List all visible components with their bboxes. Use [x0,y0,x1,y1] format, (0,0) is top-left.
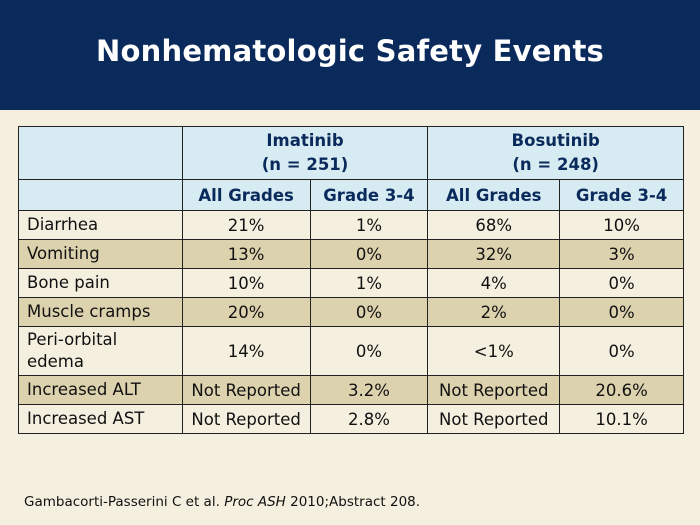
table-cell: 0% [559,326,684,376]
table-subheader-row: All Grades Grade 3-4 All Grades Grade 3-… [18,179,684,211]
table-cell: Not Reported [427,375,561,405]
row-label: Vomiting [18,239,183,269]
table-cell: 0% [309,326,429,376]
table-cell: 21% [181,210,311,240]
table-cell: 32% [427,239,561,269]
safety-events-table: Imatinib (n = 251) Bosutinib (n = 248) A… [18,126,684,434]
table-row: Bone pain 10% 1% 4% 0% [18,268,684,298]
table-cell: 1% [309,268,429,298]
table-cell: 4% [427,268,561,298]
citation-details: 2010;Abstract 208. [290,494,421,510]
table-cell: 3.2% [309,375,429,405]
slide-title: Nonhematologic Safety Events [96,34,604,68]
row-label: Increased ALT [18,375,183,405]
table-cell: 68% [427,210,561,240]
citation-journal: Proc ASH [224,494,286,510]
row-label: Diarrhea [18,210,183,240]
table-cell: 0% [309,239,429,269]
title-bar: Nonhematologic Safety Events [0,0,700,110]
table-cell: 10% [559,210,684,240]
row-label: Increased AST [18,404,183,434]
table-row: Vomiting 13% 0% 32% 3% [18,239,684,269]
table-group-header-row: Imatinib (n = 251) Bosutinib (n = 248) [18,126,684,180]
subheader-cell: Grade 3-4 [559,179,684,211]
table-cell: 1% [309,210,429,240]
citation-authors: Gambacorti-Passerini C et al. [24,494,220,510]
table-cell: 0% [559,297,684,327]
header-blank-cell [18,126,183,180]
table-cell: 0% [559,268,684,298]
group-name: Imatinib [266,131,344,150]
table-cell: 13% [181,239,311,269]
table-row: Muscle cramps 20% 0% 2% 0% [18,297,684,327]
table-cell: 0% [309,297,429,327]
group-name: Bosutinib [511,131,600,150]
table-row: Diarrhea 21% 1% 68% 10% [18,210,684,240]
table-cell: 20.6% [559,375,684,405]
table-cell: 10.1% [559,404,684,434]
table-cell: 14% [181,326,311,376]
table-cell: 10% [181,268,311,298]
table-row: Increased ALT Not Reported 3.2% Not Repo… [18,375,684,405]
subheader-cell: All Grades [427,179,561,211]
table-cell: 3% [559,239,684,269]
table-cell: <1% [427,326,561,376]
table-cell: 2% [427,297,561,327]
group-header-imatinib: Imatinib (n = 251) [181,126,429,180]
table-cell: Not Reported [181,404,311,434]
subheader-cell: All Grades [181,179,311,211]
group-header-bosutinib: Bosutinib (n = 248) [427,126,684,180]
row-label: Muscle cramps [18,297,183,327]
subheader-blank-cell [18,179,183,211]
group-n: (n = 251) [261,155,349,174]
row-label: Bone pain [18,268,183,298]
table-cell: 20% [181,297,311,327]
table-row: Increased AST Not Reported 2.8% Not Repo… [18,404,684,434]
row-label: Peri-orbital edema [18,326,183,376]
subheader-cell: Grade 3-4 [309,179,429,211]
citation: Gambacorti-Passerini C et al. Proc ASH 2… [24,494,420,510]
table-cell: Not Reported [181,375,311,405]
table-row: Peri-orbital edema 14% 0% <1% 0% [18,326,684,376]
table-cell: Not Reported [427,404,561,434]
table-cell: 2.8% [309,404,429,434]
group-n: (n = 248) [512,155,599,174]
